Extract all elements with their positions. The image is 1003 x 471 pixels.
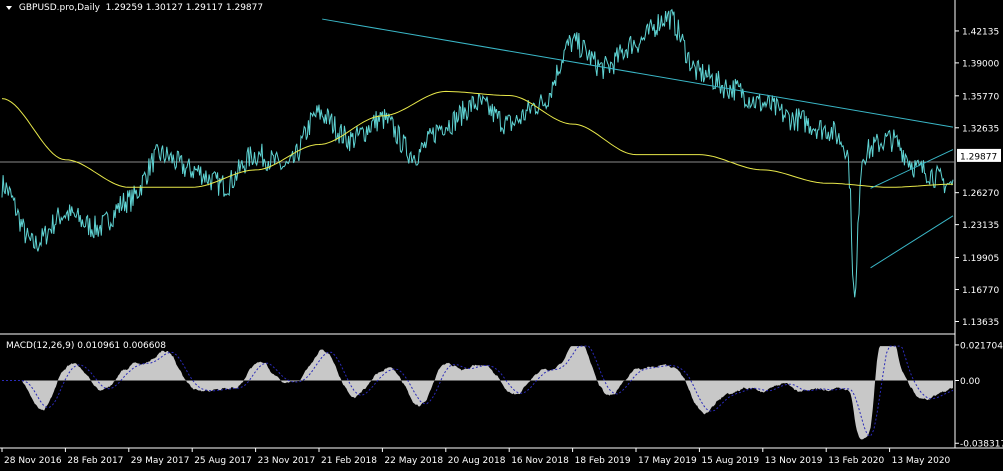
time-axis-tick: 25 Aug 2017 (194, 456, 252, 466)
channel-upper[interactable] (870, 149, 954, 189)
price-axis-tick: 1.16770 (962, 286, 999, 296)
dropdown-triangle-icon[interactable] (6, 5, 12, 10)
price-layer (1, 8, 954, 298)
macd-header: MACD(12,26,9) 0.010961 0.006608 (6, 341, 166, 351)
macd-axis-tick: 0.00 (960, 377, 980, 387)
symbol-label: GBPUSD.pro,Daily (18, 3, 100, 13)
time-axis-tick: 23 Nov 2017 (258, 456, 316, 466)
price-axis-tick: 1.42135 (962, 27, 999, 37)
current-price-label: 1.29877 (960, 152, 997, 162)
time-axis-tick: 15 Aug 2019 (701, 456, 759, 466)
macd-layer (2, 345, 954, 440)
time-axis-tick: 22 May 2018 (384, 456, 443, 466)
moving-average-line (1, 90, 953, 188)
macd-axis-tick: -0.038317 (960, 440, 1003, 450)
axis-layer: 1.42135 1.39000 1.35770 1.32635 1.29877 1.262… (1, 27, 1003, 466)
time-axis-tick: 16 Nov 2018 (511, 456, 569, 466)
price-axis-tick: 1.32635 (962, 124, 999, 134)
time-axis-tick: 13 Feb 2020 (828, 456, 884, 466)
macd-signal-line (2, 345, 954, 437)
time-axis-tick: 20 Aug 2018 (448, 456, 506, 466)
price-axis-tick: 1.23135 (962, 221, 999, 231)
time-axis-tick: 28 Feb 2017 (67, 456, 123, 466)
price-axis-tick: 1.35770 (962, 92, 999, 102)
price-axis-tick: 1.26270 (962, 189, 999, 199)
trendline-long[interactable] (322, 18, 954, 128)
time-axis-tick: 29 May 2017 (131, 456, 190, 466)
time-axis-tick: 18 Feb 2019 (575, 456, 631, 466)
price-axis-tick: 1.19905 (962, 254, 999, 264)
macd-label: MACD(12,26,9) 0.010961 0.006608 (6, 341, 166, 351)
time-axis-tick: 13 Nov 2019 (765, 456, 823, 466)
time-axis-tick: 21 Feb 2018 (321, 456, 377, 466)
macd-axis-tick: 0.021704 (960, 341, 1003, 351)
macd-histogram (2, 346, 953, 440)
time-axis-tick: 28 Nov 2016 (4, 456, 62, 466)
channel-lower[interactable] (870, 215, 954, 269)
ohlc-values: 1.29259 1.30127 1.29117 1.29877 (105, 3, 264, 13)
time-axis-tick: 13 May 2020 (892, 456, 951, 466)
price-axis-tick: 1.39000 (962, 59, 999, 69)
price-line (1, 8, 954, 298)
chart-header: GBPUSD.pro,Daily 1.29259 1.30127 1.29117… (6, 3, 263, 13)
time-axis-tick: 17 May 2019 (638, 456, 697, 466)
price-axis-tick: 1.13635 (962, 318, 999, 328)
current-price-box (957, 148, 1001, 162)
